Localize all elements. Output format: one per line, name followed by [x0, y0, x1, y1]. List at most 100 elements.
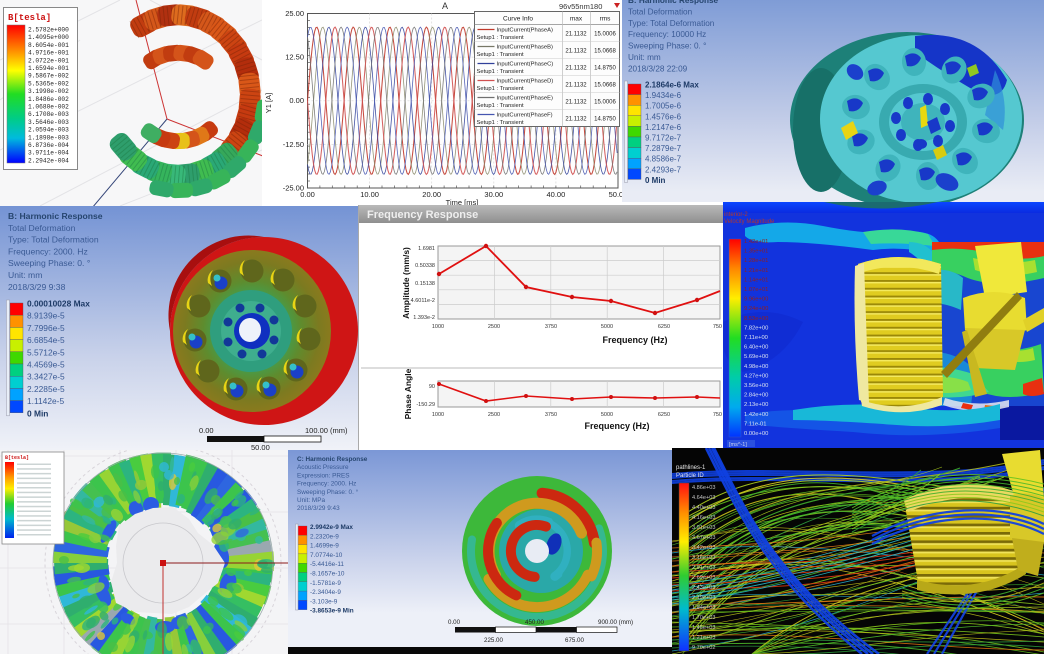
svg-text:B: Harmonic Response: B: Harmonic Response: [8, 211, 103, 221]
svg-text:21.1132: 21.1132: [565, 117, 587, 123]
svg-text:2.9942e-9 Max: 2.9942e-9 Max: [310, 524, 353, 531]
svg-text:-12.50: -12.50: [283, 140, 304, 149]
svg-text:2500: 2500: [488, 324, 500, 330]
svg-text:B: Harmonic Response: B: Harmonic Response: [628, 0, 719, 5]
svg-text:Total Deformation: Total Deformation: [628, 7, 693, 16]
svg-text:-150.29: -150.29: [416, 402, 435, 408]
svg-text:Acoustic Pressure: Acoustic Pressure: [297, 464, 349, 471]
svg-text:1.21e+03: 1.21e+03: [692, 635, 716, 641]
svg-text:4.4569e-5: 4.4569e-5: [27, 360, 65, 370]
svg-text:7.82e+00: 7.82e+00: [744, 325, 768, 331]
svg-text:3.3427e-5: 3.3427e-5: [27, 372, 65, 382]
svg-text:100.00 (mm): 100.00 (mm): [305, 426, 348, 435]
svg-text:InputCurrent(PhaseD): InputCurrent(PhaseD): [497, 79, 554, 85]
svg-text:Setup1 : Transient: Setup1 : Transient: [477, 35, 524, 41]
svg-text:1.8486e-002: 1.8486e-002: [28, 96, 69, 103]
svg-text:InputCurrent(PhaseB): InputCurrent(PhaseB): [497, 45, 553, 51]
svg-text:-2.3404e-9: -2.3404e-9: [310, 589, 341, 596]
svg-text:0.50338: 0.50338: [415, 263, 435, 269]
svg-text:1.6594e-001: 1.6594e-001: [28, 65, 69, 72]
svg-text:1.9434e-6: 1.9434e-6: [645, 91, 682, 100]
svg-text:Sweeping Phase: 0. °: Sweeping Phase: 0. °: [297, 488, 359, 496]
svg-text:21.1132: 21.1132: [565, 100, 587, 106]
svg-text:Particle ID: Particle ID: [676, 473, 704, 479]
svg-text:750: 750: [713, 324, 722, 330]
svg-text:2.69e+03: 2.69e+03: [692, 575, 716, 581]
svg-text:1.28e+01: 1.28e+01: [744, 258, 768, 264]
svg-text:3750: 3750: [545, 324, 557, 330]
svg-text:14.8750: 14.8750: [594, 117, 616, 123]
svg-text:[ms^-1]: [ms^-1]: [729, 442, 747, 448]
svg-text:Y1 [A]: Y1 [A]: [264, 93, 273, 113]
svg-text:3.9711e-004: 3.9711e-004: [28, 150, 69, 157]
svg-text:225.00: 225.00: [484, 637, 503, 644]
svg-text:-3.103e-9: -3.103e-9: [310, 598, 338, 605]
svg-text:Frequency: 2000. Hz: Frequency: 2000. Hz: [297, 481, 356, 488]
svg-text:30.00: 30.00: [484, 190, 503, 199]
svg-text:1.393e-2: 1.393e-2: [413, 315, 435, 321]
svg-text:5.69e+00: 5.69e+00: [744, 354, 768, 360]
svg-text:Setup1 : Transient: Setup1 : Transient: [477, 103, 524, 109]
svg-text:4.98e+00: 4.98e+00: [744, 364, 768, 370]
svg-text:5.5712e-5: 5.5712e-5: [27, 347, 65, 357]
svg-text:900.00 (mm): 900.00 (mm): [598, 619, 633, 626]
svg-text:6250: 6250: [658, 412, 670, 418]
svg-text:Phase Angle: Phase Angle: [403, 368, 413, 419]
svg-text:interior-2: interior-2: [724, 212, 748, 218]
svg-text:Setup1 : Transient: Setup1 : Transient: [477, 69, 524, 75]
svg-text:1.1898e-003: 1.1898e-003: [28, 134, 69, 141]
svg-text:0.00e+00: 0.00e+00: [744, 431, 768, 437]
svg-text:2.84e+00: 2.84e+00: [744, 393, 768, 399]
svg-text:750: 750: [713, 412, 722, 418]
svg-text:1.2147e-6: 1.2147e-6: [645, 123, 682, 132]
svg-text:4.8586e-7: 4.8586e-7: [645, 155, 682, 164]
svg-text:3.67e+03: 3.67e+03: [692, 535, 716, 541]
svg-text:3.1998e-002: 3.1998e-002: [28, 88, 69, 95]
svg-text:1.14e+01: 1.14e+01: [744, 277, 768, 283]
svg-text:8.9139e-5: 8.9139e-5: [27, 311, 65, 321]
svg-text:6.40e+00: 6.40e+00: [744, 345, 768, 351]
svg-text:Frequency: 2000. Hz: Frequency: 2000. Hz: [8, 246, 88, 256]
svg-text:9.5867e-002: 9.5867e-002: [28, 73, 69, 80]
svg-text:2018/3/29 9:38: 2018/3/29 9:38: [8, 282, 66, 292]
svg-text:90: 90: [429, 384, 435, 390]
svg-text:15.0668: 15.0668: [594, 49, 616, 55]
svg-text:3.91e+03: 3.91e+03: [692, 525, 716, 531]
svg-text:1000: 1000: [432, 324, 444, 330]
svg-text:1.6981: 1.6981: [418, 246, 435, 252]
svg-text:Frequency (Hz): Frequency (Hz): [584, 421, 649, 431]
svg-text:2.91e+03: 2.91e+03: [692, 565, 716, 571]
svg-text:-8.1657e-10: -8.1657e-10: [310, 571, 345, 578]
svg-text:Curve Info: Curve Info: [503, 16, 533, 23]
svg-text:15.0006: 15.0006: [594, 32, 616, 38]
svg-text:3.16e+03: 3.16e+03: [692, 555, 716, 561]
svg-text:Sweeping Phase: 0. °: Sweeping Phase: 0. °: [628, 42, 706, 51]
svg-text:4.16e+03: 4.16e+03: [692, 515, 716, 521]
svg-text:pathlines-1: pathlines-1: [676, 465, 706, 471]
svg-text:Amplitude (mm/s): Amplitude (mm/s): [401, 247, 411, 319]
svg-text:6.1708e-003: 6.1708e-003: [28, 111, 69, 118]
svg-text:675.00: 675.00: [565, 637, 584, 644]
svg-text:Frequency: 10000 Hz: Frequency: 10000 Hz: [628, 30, 706, 39]
svg-text:4.27e+00: 4.27e+00: [744, 373, 768, 379]
svg-text:Sweeping Phase: 0. °: Sweeping Phase: 0. °: [8, 258, 90, 268]
svg-text:C: Harmonic Response: C: Harmonic Response: [297, 456, 368, 463]
svg-text:max: max: [570, 16, 583, 23]
svg-text:25.00: 25.00: [285, 9, 304, 18]
svg-text:2018/3/28 22:09: 2018/3/28 22:09: [628, 64, 688, 73]
svg-text:1.4576e-6: 1.4576e-6: [645, 112, 682, 121]
svg-text:7.11e-01: 7.11e-01: [744, 421, 766, 427]
svg-text:21.1132: 21.1132: [565, 66, 587, 72]
svg-text:7.0774e-10: 7.0774e-10: [310, 552, 343, 559]
svg-text:14.8750: 14.8750: [594, 66, 616, 72]
svg-text:96v55nm180: 96v55nm180: [559, 2, 602, 11]
svg-text:Frequency Response: Frequency Response: [367, 209, 478, 221]
svg-text:Type: Total Deformation: Type: Total Deformation: [628, 19, 715, 28]
svg-text:2.13e+00: 2.13e+00: [744, 402, 768, 408]
svg-text:1.46e+03: 1.46e+03: [692, 625, 716, 631]
svg-text:2.2942e-004: 2.2942e-004: [28, 157, 69, 164]
svg-text:7.11e+00: 7.11e+00: [744, 335, 768, 341]
svg-text:Unit: MPa: Unit: MPa: [297, 497, 326, 504]
svg-text:1.70e+03: 1.70e+03: [692, 615, 716, 621]
svg-text:2.19e+03: 2.19e+03: [692, 595, 716, 601]
